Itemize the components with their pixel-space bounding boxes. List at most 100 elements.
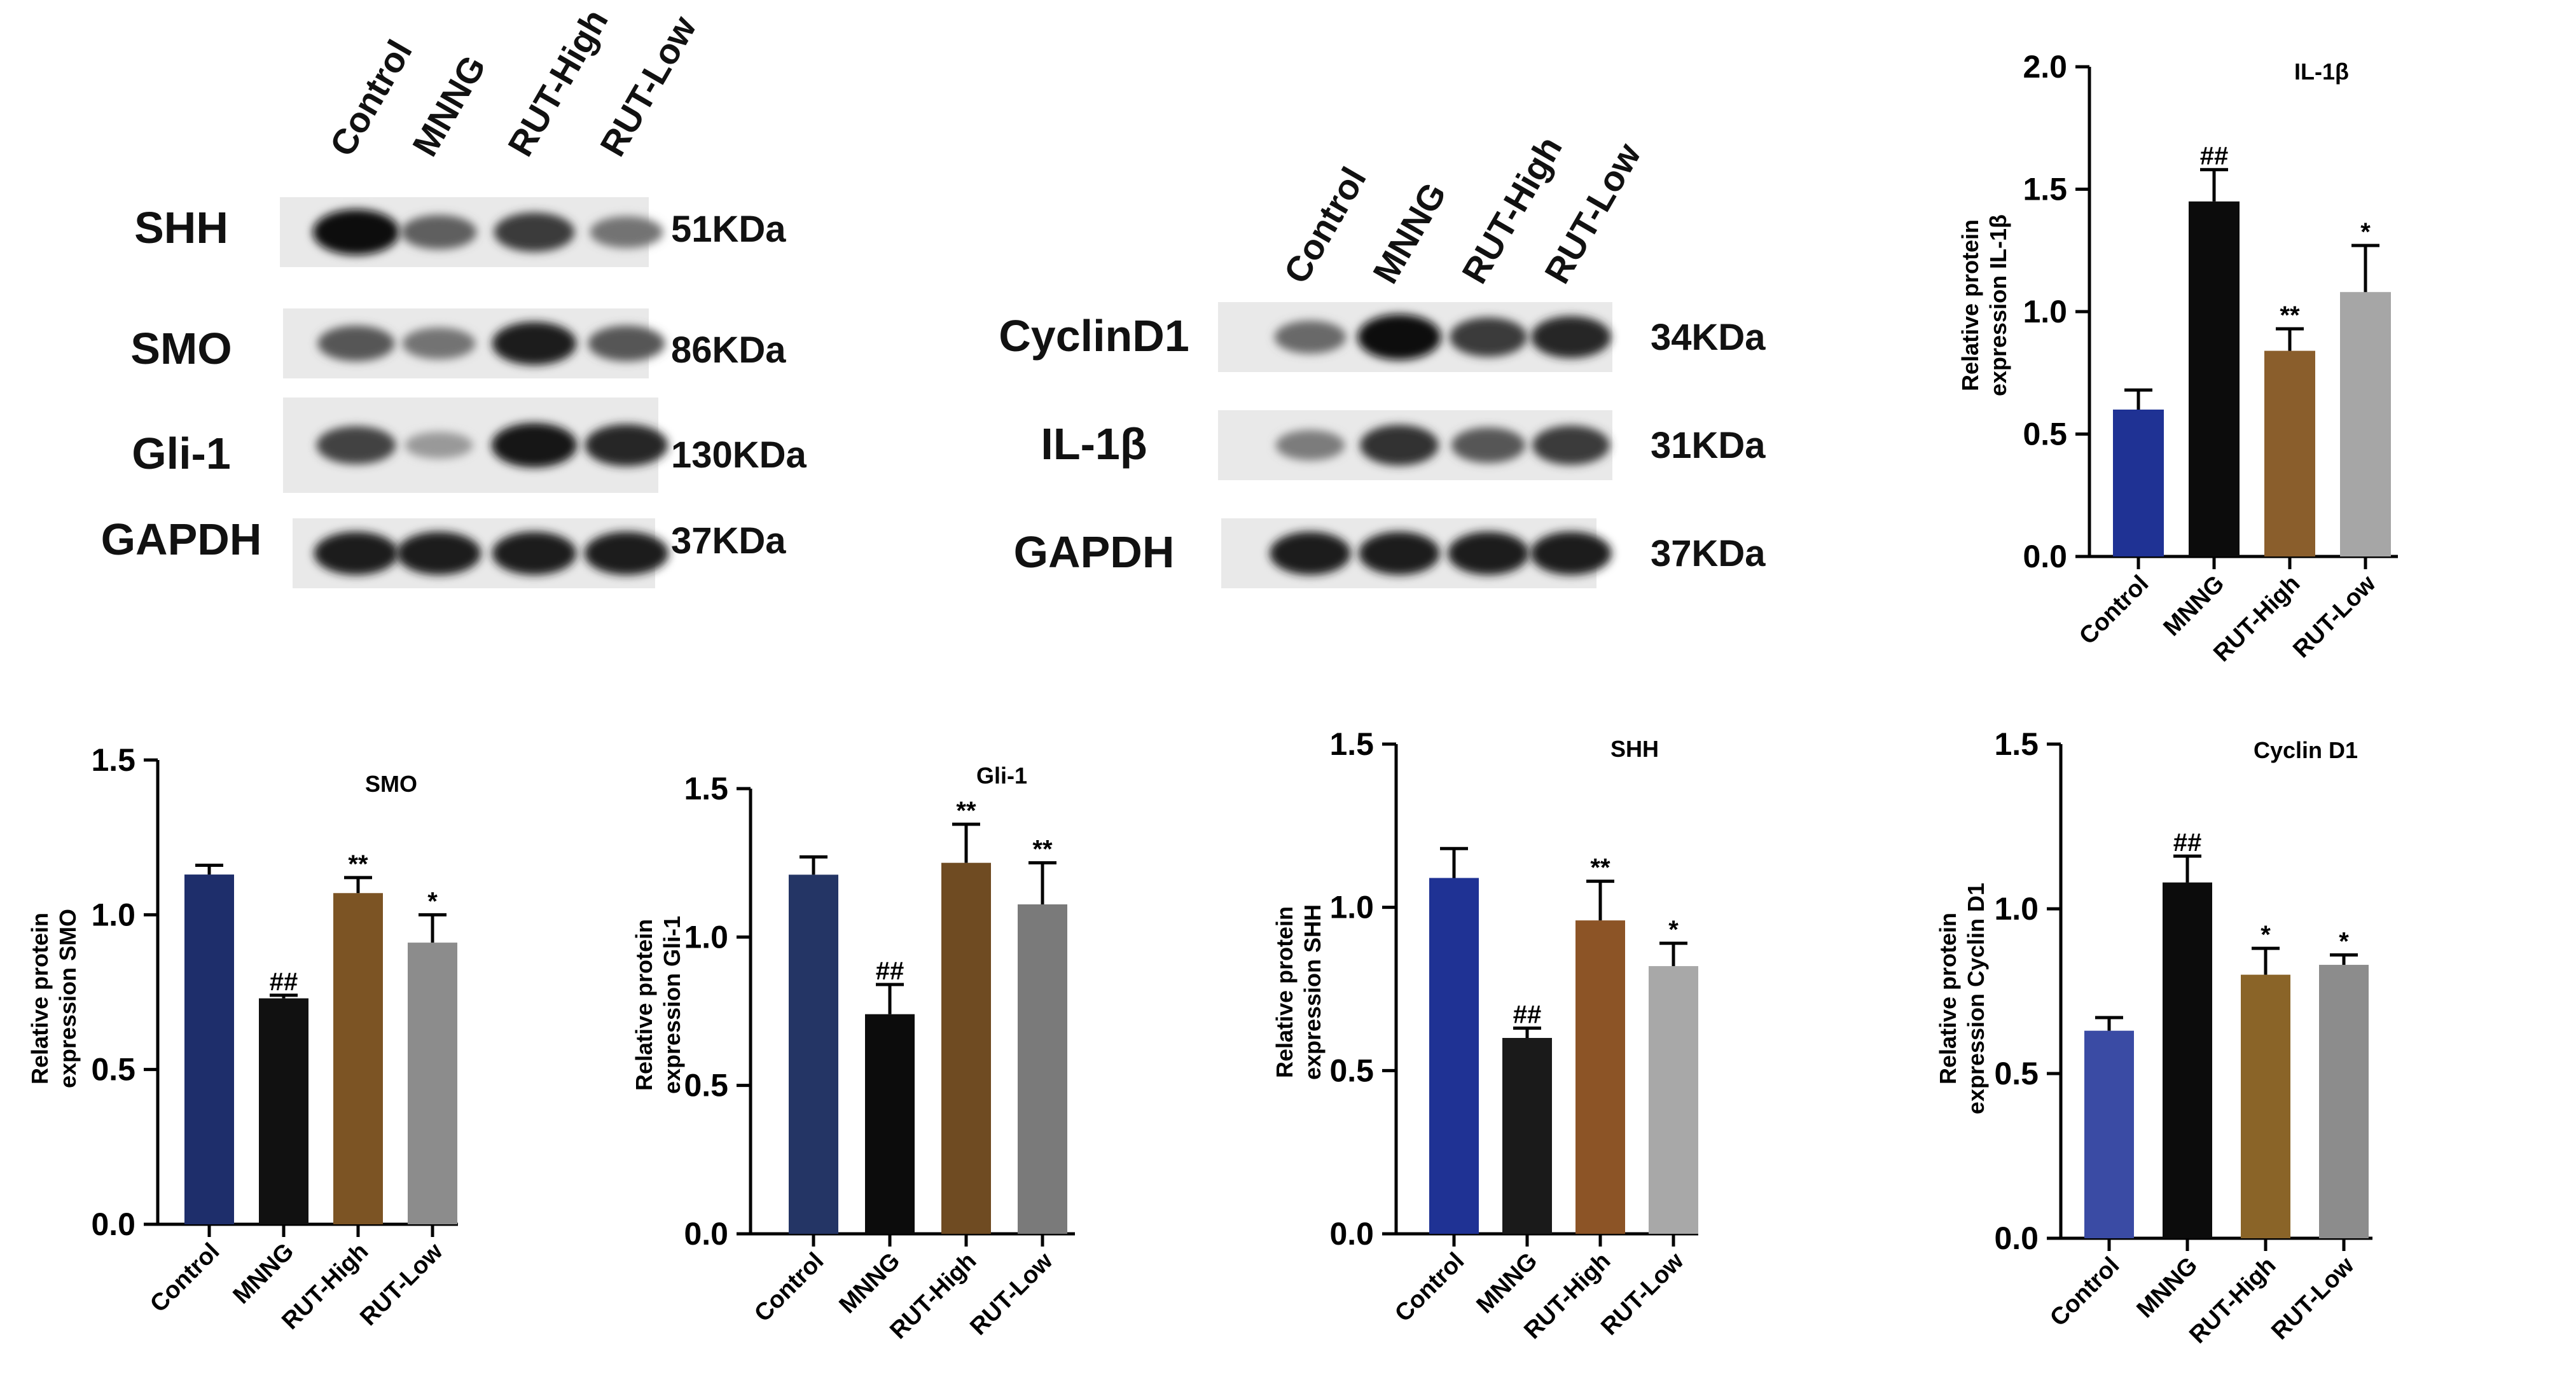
chart-title: Gli-1 [976,763,1027,789]
lane-label: MNNG [405,48,494,163]
bar [2340,292,2391,556]
significance-marker: * [1668,916,1679,944]
bar [2189,201,2240,556]
bar [2264,350,2315,556]
y-tick-label: 0.5 [2023,417,2067,452]
x-tick-label: Control [749,1248,829,1327]
y-tick-label: 1.0 [2023,294,2067,329]
blot-band [396,532,481,575]
significance-marker: ## [876,957,904,985]
blot-band [1359,532,1440,575]
blot-band [584,532,669,575]
y-tick-label: 1.0 [1329,890,1374,925]
blot-band [1357,314,1441,360]
y-tick-label: 1.5 [684,771,728,806]
bar [259,998,308,1224]
blot-band [1450,317,1527,357]
significance-marker: * [427,887,438,915]
bar [941,862,991,1234]
y-tick-label: 1.0 [91,897,135,932]
blot-band [588,326,665,361]
significance-marker: ** [348,850,368,878]
bar [1649,966,1698,1234]
blot-band [1274,321,1347,354]
bar-chart-1: 0.0 0.5 1.0 1.5 2.0 IL-1β Relative proteinexpr… [1957,49,2398,667]
x-tick-label: RUT-Low [965,1247,1058,1340]
y-tick-label: 1.5 [91,742,135,778]
lane-label: MNNG [1365,176,1454,290]
x-tick-label: RUT-Low [355,1238,448,1330]
x-tick-label: RUT-High [2184,1252,2281,1349]
blot-band [1451,427,1526,463]
y-axis-label-line: Relative protein [27,913,53,1084]
protein-label: GAPDH [1014,527,1175,577]
blot-band [1275,430,1345,460]
bar [2084,1030,2134,1238]
significance-marker: ** [956,797,976,825]
blot-band [494,212,575,252]
y-axis-label: Relative proteinexpression SHH [1271,904,1326,1080]
y-tick-label: 0.0 [1994,1220,2039,1256]
x-tick-label: MNNG [2159,570,2230,642]
bar [2163,882,2212,1238]
bar [1429,878,1479,1234]
significance-marker: * [2339,928,2349,956]
bar [1575,920,1625,1234]
significance-marker: ## [2173,829,2202,857]
x-tick-label: MNNG [2132,1252,2203,1323]
significance-marker: ## [1513,1001,1542,1029]
blot-band [590,216,663,248]
significance-marker: ## [270,968,298,996]
blot-band [1530,532,1612,575]
significance-marker: ** [1032,836,1053,864]
bar-chart-4: 0.0 0.5 1.0 1.5 SHH Relative proteinexpressio… [1271,726,1698,1344]
molecular-weight-label: 37KDa [671,520,786,562]
molecular-weight-label: 34KDa [1651,317,1766,358]
lane-label: Control [1276,160,1374,290]
y-axis-label-line: expression Gli-1 [659,916,685,1094]
x-tick-label: Control [1390,1248,1469,1327]
molecular-weight-label: 130KDa [671,434,807,476]
blot-band [1360,425,1439,466]
molecular-weight-label: 51KDa [671,209,786,250]
bar-chart-5: 0.0 0.5 1.0 1.5 Cyclin D1 Relative proteinexp… [1935,726,2372,1349]
blot-band [1532,425,1610,465]
x-tick-label: RUT-Low [2266,1252,2359,1344]
blot-band [405,432,473,459]
bar [2319,965,2369,1238]
y-tick-label: 1.5 [2023,172,2067,207]
blot-band [1531,316,1611,358]
y-axis-label: Relative proteinexpression Cyclin D1 [1935,883,1989,1114]
bar-chart-3: 0.0 0.5 1.0 1.5 Gli-1 Relative proteinexpress… [631,763,1075,1344]
protein-label: CyclinD1 [999,311,1189,361]
y-tick-label: 0.5 [1994,1056,2039,1091]
molecular-weight-label: 37KDa [1651,533,1766,574]
chart-title: SHH [1610,736,1659,762]
bar [2241,974,2290,1238]
y-tick-label: 1.0 [1994,891,2039,927]
blot-band [492,322,577,365]
y-tick-label: 0.5 [1329,1053,1374,1088]
chart-title: Cyclin D1 [2254,737,2358,763]
significance-marker: * [2360,218,2371,246]
y-tick-label: 0.0 [91,1206,135,1242]
blot-band [401,215,477,249]
bar [333,893,383,1224]
bar [2113,410,2164,556]
blot-band [314,532,399,575]
bar [1502,1038,1552,1234]
protein-label: SHH [134,203,228,252]
y-tick-label: 0.0 [2023,539,2067,574]
bar [408,943,457,1224]
x-tick-label: Control [145,1238,225,1318]
x-tick-label: Control [2074,570,2154,650]
x-tick-label: MNNG [1472,1248,1543,1319]
molecular-weight-label: 31KDa [1651,425,1766,466]
x-tick-label: MNNG [228,1238,300,1309]
bar [789,874,838,1234]
chart-title: IL-1β [2294,59,2349,85]
blot-band [491,423,578,467]
